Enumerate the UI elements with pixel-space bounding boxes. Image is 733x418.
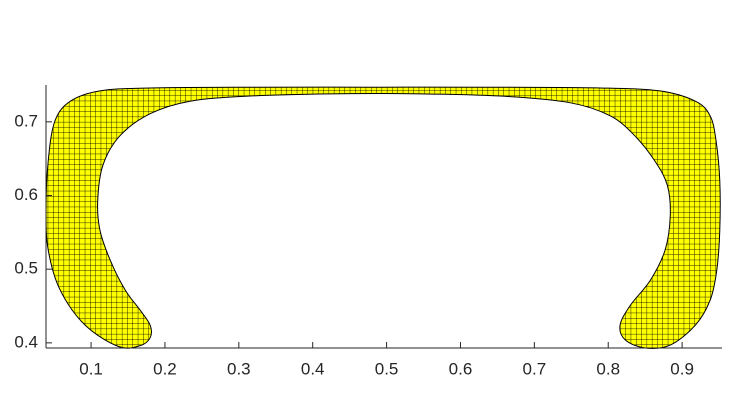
x-tick-label: 0.9 [670,359,694,378]
y-tick-label: 0.4 [14,332,38,351]
y-tick-label: 0.6 [14,185,38,204]
y-tick-label: 0.5 [14,259,38,278]
x-tick-label: 0.5 [375,359,399,378]
x-tick-label: 0.3 [227,359,251,378]
x-tick-label: 0.8 [596,359,620,378]
area-fill [45,87,721,349]
area-mesh [45,86,721,349]
x-tick-label: 0.6 [449,359,473,378]
x-tick-label: 0.7 [523,359,547,378]
plot-area: 0.1 0.2 0.3 0.4 0.5 0.6 0.7 0.8 0.9 0.4 0.5 0.6 0.7 [14,85,722,378]
x-tick-label: 0.2 [153,359,177,378]
y-tick-label: 0.7 [14,111,38,130]
x-tick-label: 0.1 [79,359,103,378]
x-tick-label: 0.4 [301,359,325,378]
